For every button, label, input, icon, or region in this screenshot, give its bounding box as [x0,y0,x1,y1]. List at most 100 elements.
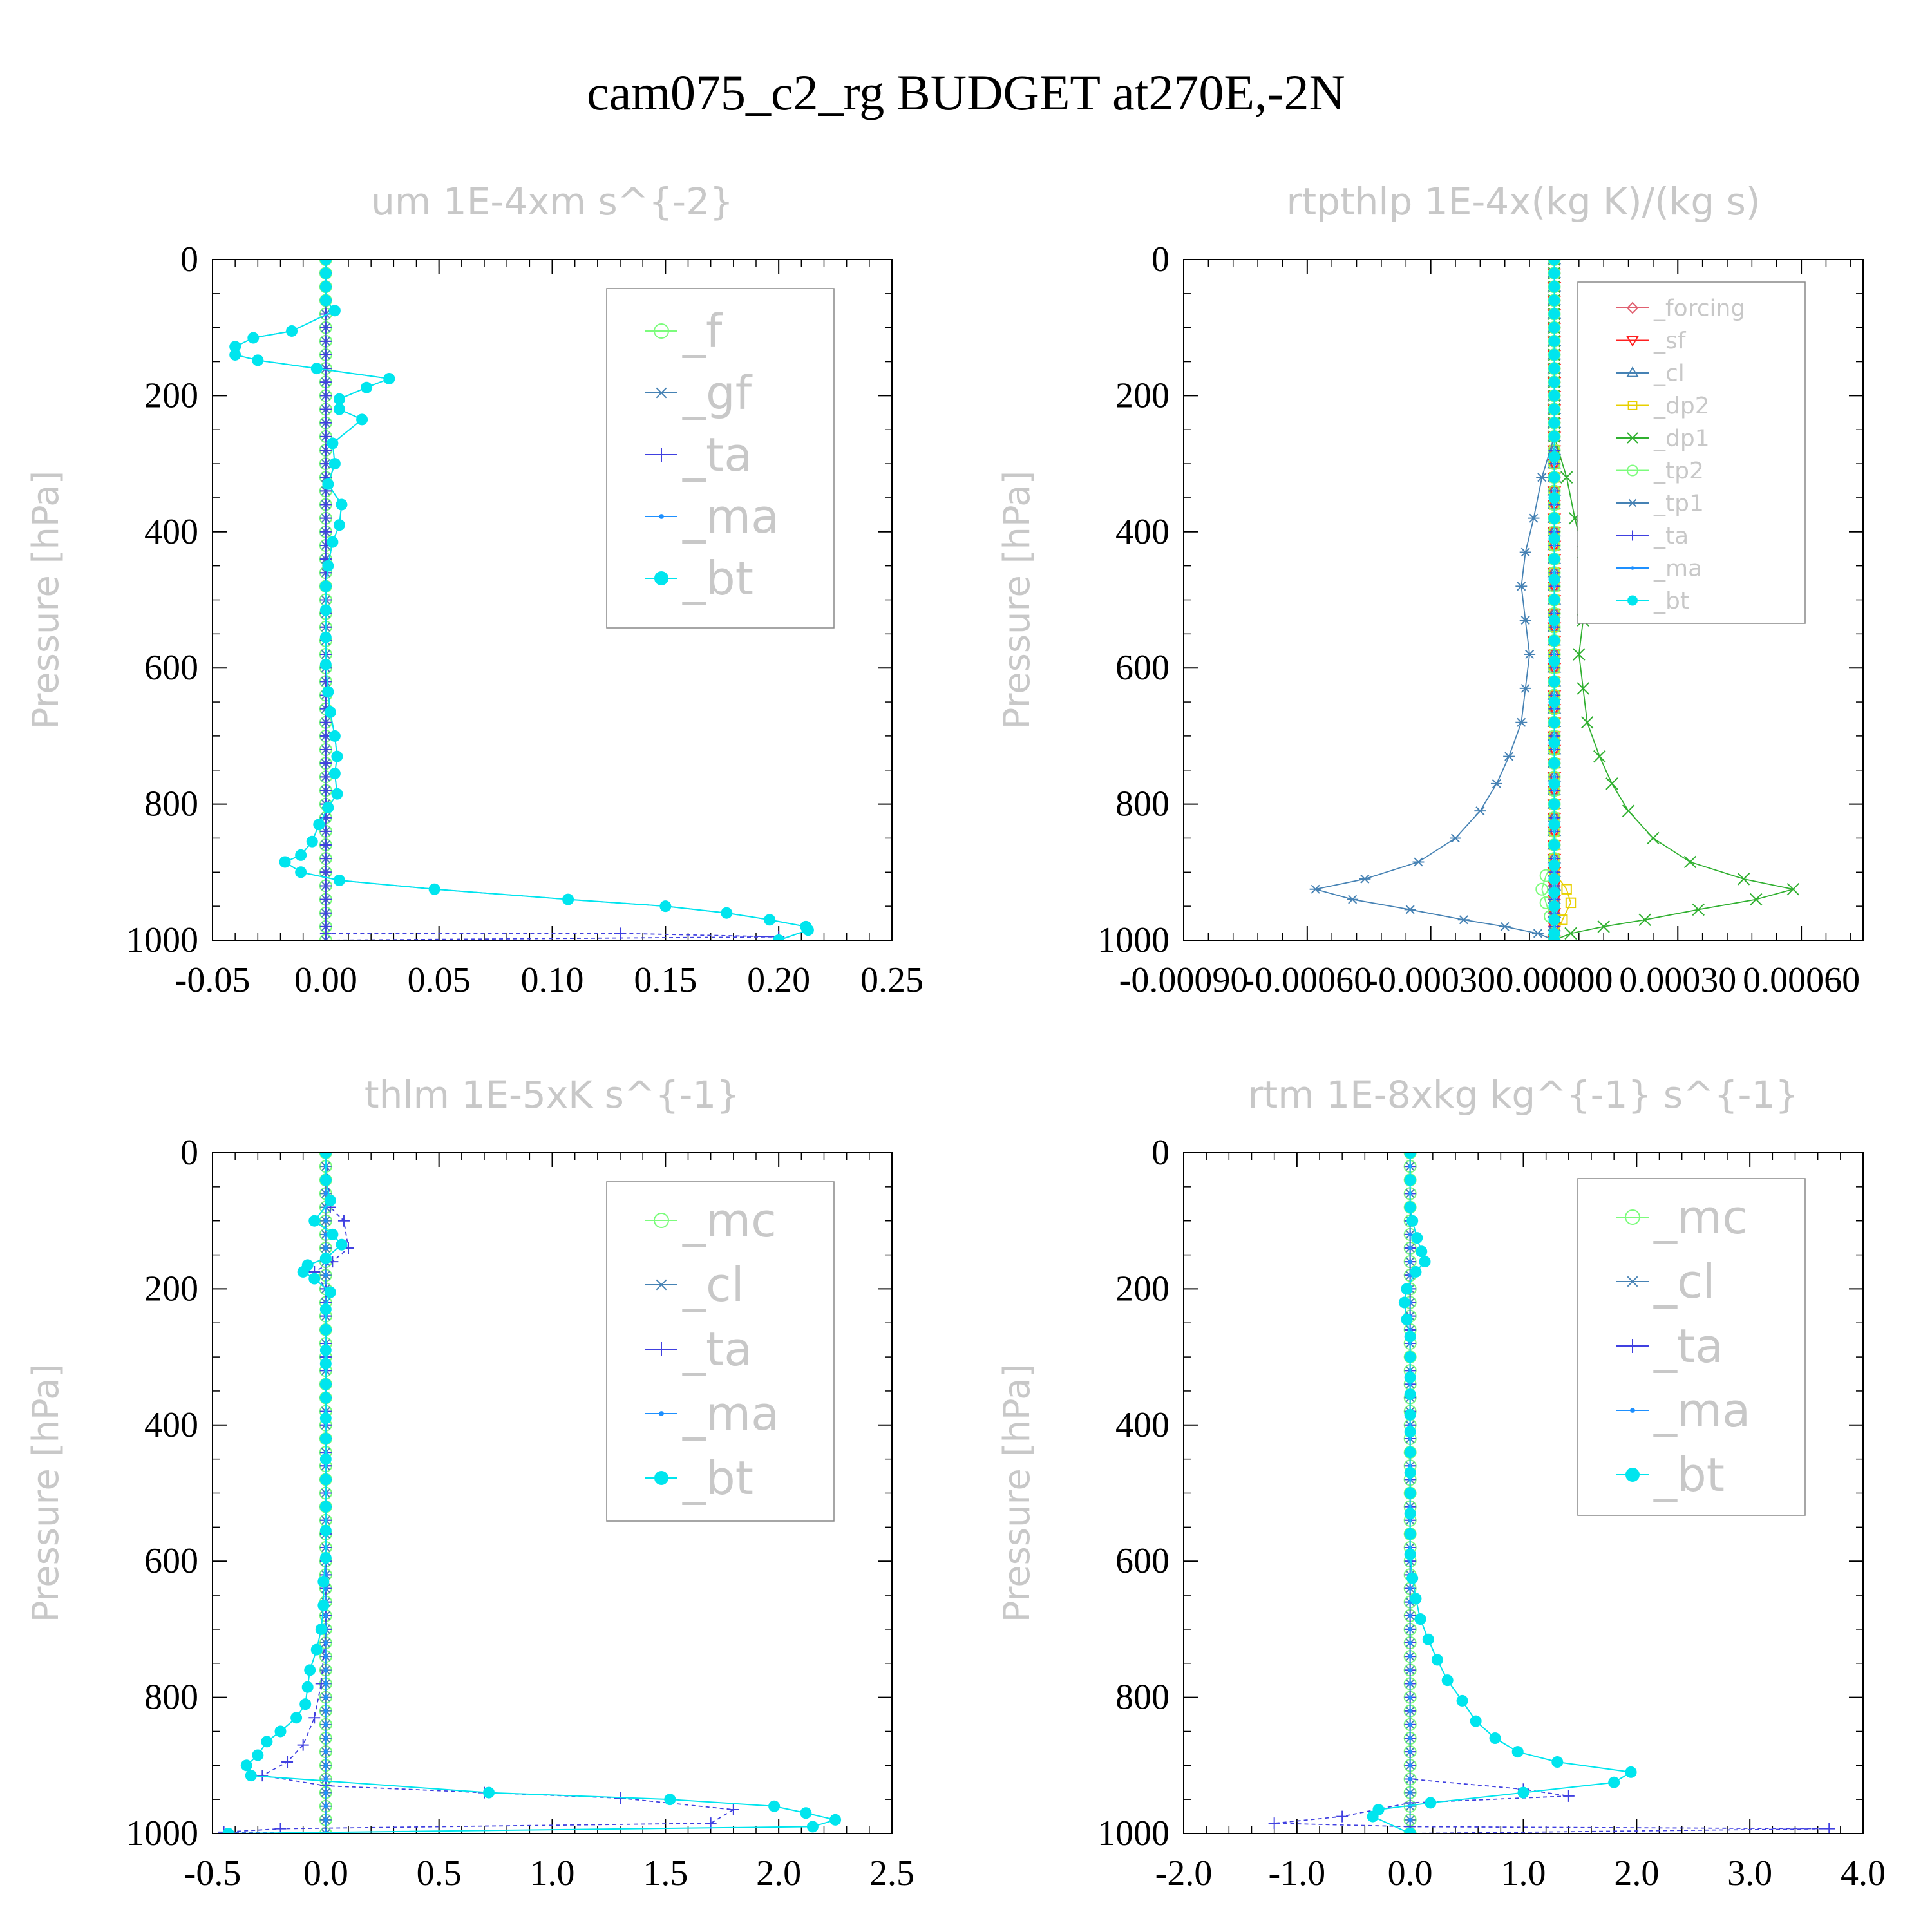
series-point-ta [1268,1817,1280,1830]
series-point-ta [319,744,332,756]
legend-entry-forcing: _forcing [1653,296,1745,322]
series-point-ma [323,1245,328,1251]
series-point-bt [1411,1232,1423,1244]
legend-marker-ta [654,448,668,462]
series-point-ma [1408,1817,1412,1823]
y-tick-label: 200 [1115,375,1170,415]
series-point-ta [319,417,332,429]
series-point-bt [1404,1466,1416,1479]
series-point-bt [304,1664,316,1676]
series-point-bt [1548,777,1560,790]
series-point-dp1 [1683,855,1697,869]
series-point-ta [319,825,332,837]
series-point-ma [323,1709,328,1713]
legend-marker-ma [659,1411,664,1416]
series-point-ta [319,716,332,728]
series-point-bt [1401,1313,1413,1325]
series-point-bt [1425,1797,1437,1809]
series-point-bt [324,1194,336,1206]
legend-entry-dp1: _dp1 [1653,426,1710,452]
series-layer [229,260,814,940]
x-tick-label: 0.00030 [1619,960,1736,1000]
legend: _f _gf _ta _ma _bt [606,288,835,629]
series-point-bt [1470,1715,1482,1727]
series-point-ma [1408,1709,1412,1713]
series-point-dp1 [1647,831,1660,845]
series-point-bt [306,835,318,848]
series-point-bt [322,686,334,698]
legend-entry-sf: _sf [1653,328,1687,354]
series-point-bt [319,1524,332,1537]
series-point-bt [328,768,341,780]
series-point-bt [333,874,345,886]
series-point-bt [721,907,733,919]
x-tick-label: 0.0 [1388,1853,1433,1893]
series-point-tp1 [1515,582,1528,591]
x-tick-label: -2.0 [1155,1853,1213,1893]
series-point-bt [261,1736,273,1748]
y-tick-label: 400 [144,1405,198,1445]
series-point-bt [1548,634,1560,647]
x-tick-label: 3.0 [1727,1853,1772,1893]
series-point-ta [319,403,332,415]
legend-marker-forcing [1626,301,1639,314]
series-point-bt [245,1770,257,1782]
series-point-tp1 [1531,929,1544,938]
panel-title: thlm 1E-5xK s^{-1} [365,1073,740,1117]
series-point-bt [1548,267,1560,279]
series-point-bt [319,1252,332,1264]
series-point-bt [319,1378,332,1390]
series-point-bt [327,437,339,450]
series-point-bt [319,1344,332,1356]
series-point-bt [1548,798,1560,810]
series-point-ta [1336,1810,1349,1823]
series-point-bt [829,1814,842,1826]
series-point-bt [1404,1508,1416,1520]
legend-entry-mc: _mc [682,1193,777,1247]
series-point-ta [319,498,332,511]
series-point-dp1 [1560,471,1573,484]
legend-entry-ma: _ma [1653,1383,1750,1437]
series-point-tp1 [1515,717,1528,727]
series-point-bt [1416,1245,1428,1258]
y-tick-label: 200 [144,1269,198,1309]
series-point-bt [1404,1351,1416,1363]
series-point-ta [308,1712,321,1724]
chart-panel-3: thlm 1E-5xK s^{-1} Pressure [hPa] 0 200 400 6… [25,1073,914,1893]
y-tick-label: 800 [1115,1678,1170,1718]
series-point-bt [336,1238,348,1251]
series-point-ta [1562,1790,1575,1802]
series-point-ta [319,853,332,865]
series-point-bt [1548,655,1560,667]
series-point-bt [356,413,368,426]
series-point-ta [319,348,332,361]
series-point-ma [323,1681,328,1686]
series-point-bt [319,1432,332,1444]
y-tick-label: 600 [1115,648,1170,688]
series-point-bt [1404,1174,1416,1186]
legend-entry-tp2: _tp2 [1653,458,1704,484]
series-point-ma [1408,1736,1412,1741]
series-point-dp1 [1622,804,1635,817]
legend-marker-cl [1626,366,1639,377]
series-point-ma [1408,1763,1412,1768]
series-point-bt [328,305,341,317]
series-point-bt [1548,614,1560,627]
series-point-ta [614,927,626,940]
legend-marker-gf [654,387,668,399]
legend: _mc _cl _ta _ma _bt [606,1181,835,1522]
series-point-ta [319,771,332,783]
series-point-tp1 [1528,513,1540,523]
series-point-bt [1548,573,1560,585]
series-point-bt [319,281,332,293]
y-tick-label: 600 [144,1541,198,1581]
series-point-bt [1419,1256,1431,1268]
legend-marker-sf [1626,336,1639,347]
series-point-bt [764,914,776,926]
series-point-bt [319,604,332,616]
x-tick-label: -0.00030 [1366,960,1495,1000]
series-point-ma [1408,1245,1412,1251]
series-point-dp1 [1573,648,1586,661]
series-point-bt [1456,1694,1468,1707]
